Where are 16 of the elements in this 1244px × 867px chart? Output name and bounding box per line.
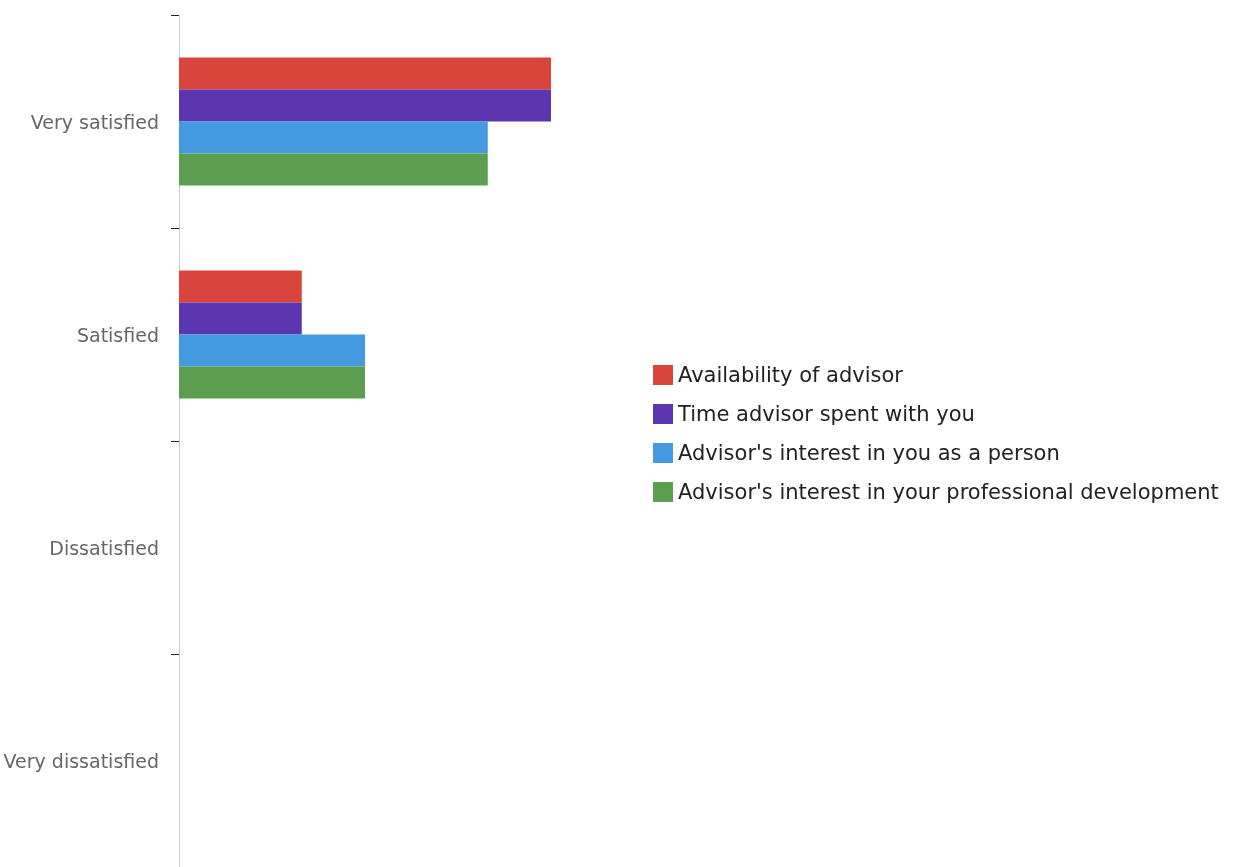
bar	[179, 57, 551, 90]
legend-label: Availability of advisor	[678, 363, 904, 387]
y-tick-label: Very satisfied	[30, 110, 159, 133]
y-tick-label: Very dissatisfied	[3, 749, 159, 772]
bar	[179, 153, 488, 186]
bar	[179, 270, 302, 303]
bar	[179, 334, 365, 367]
legend-label: Advisor's interest in your professional development	[678, 480, 1219, 504]
y-tick-label: Dissatisfied	[49, 536, 159, 559]
bar	[179, 366, 365, 399]
bar	[179, 302, 302, 335]
bar	[179, 121, 488, 154]
legend-label: Advisor's interest in you as a person	[678, 441, 1060, 465]
legend-label: Time advisor spent with you	[677, 402, 975, 426]
bar	[179, 89, 551, 122]
y-tick-label: Satisfied	[76, 323, 159, 346]
